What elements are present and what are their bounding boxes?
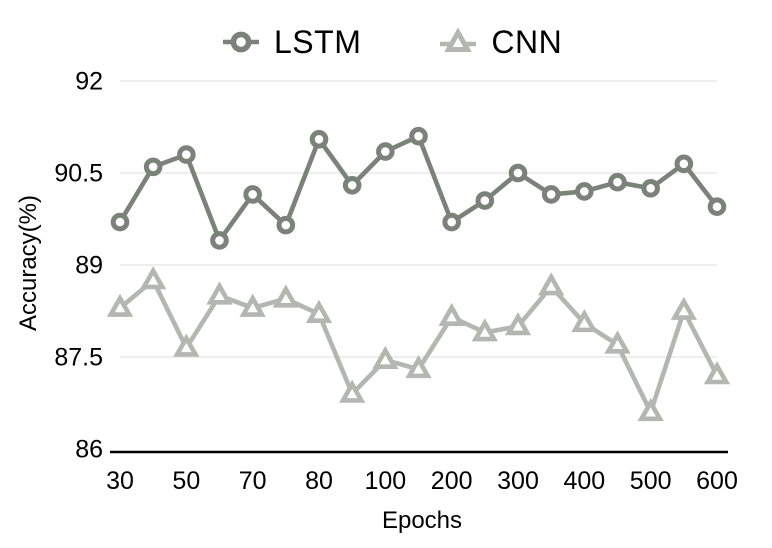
data-point-triangle — [339, 379, 366, 403]
lstm-circle-marker-icon — [223, 31, 259, 53]
data-point-circle — [608, 172, 627, 192]
cnn-triangle-marker-icon — [440, 27, 477, 52]
data-point-circle — [541, 185, 561, 204]
data-point-triangle — [206, 281, 233, 305]
data-point-triangle — [538, 272, 565, 296]
data-point-triangle — [106, 293, 134, 317]
data-point-circle — [210, 231, 229, 250]
data-point-triangle — [173, 333, 200, 357]
data-point-triangle — [471, 318, 498, 342]
data-point-circle — [143, 157, 163, 177]
data-point-triangle — [604, 330, 631, 354]
data-point-triangle — [637, 397, 664, 422]
y-tick-label: 86 — [75, 436, 103, 464]
data-point-circle — [276, 215, 296, 235]
x-tick-label: 30 — [106, 467, 134, 495]
y-tick-label: 89 — [75, 252, 103, 280]
data-point-circle — [508, 163, 528, 183]
legend-label-cnn: CNN — [491, 24, 563, 60]
data-point-circle — [475, 191, 495, 210]
data-point-circle — [442, 212, 461, 232]
data-point-triangle — [571, 309, 598, 333]
data-point-circle — [110, 212, 130, 232]
legend-item-lstm: LSTM — [222, 22, 361, 62]
data-point-circle — [342, 175, 362, 195]
data-point-circle — [674, 154, 694, 174]
data-point-circle — [641, 179, 660, 198]
series-line-lstm — [117, 133, 720, 243]
data-point-triangle — [438, 302, 465, 327]
x-axis-title: Epochs — [381, 507, 463, 534]
data-point-circle — [409, 126, 428, 146]
x-tick-label: 500 — [630, 467, 672, 495]
y-tick-label: 87.5 — [54, 344, 103, 372]
y-tick-label: 90.5 — [54, 160, 103, 188]
x-tick-label: 200 — [431, 467, 473, 495]
x-tick-label: 50 — [172, 467, 200, 495]
x-tick-label: 300 — [497, 467, 539, 495]
data-point-triangle — [703, 361, 731, 385]
data-point-circle — [177, 145, 196, 164]
data-point-triangle — [504, 312, 532, 336]
data-point-circle — [707, 197, 727, 217]
data-point-triangle — [272, 284, 299, 308]
data-point-triangle — [140, 266, 167, 290]
y-axis-title: Accuracy(%) — [15, 194, 42, 332]
data-point-circle — [376, 142, 395, 161]
data-point-circle — [309, 129, 329, 149]
x-tick-label: 400 — [563, 467, 605, 495]
data-point-triangle — [670, 296, 697, 320]
data-point-triangle — [305, 299, 333, 323]
data-point-triangle — [372, 345, 399, 369]
x-tick-label: 70 — [239, 467, 267, 495]
y-tick-label: 92 — [75, 68, 103, 96]
legend-item-cnn: CNN — [439, 22, 562, 62]
data-point-circle — [243, 185, 262, 204]
legend-label-lstm: LSTM — [274, 24, 362, 60]
legend: LSTM CNN — [222, 22, 562, 62]
data-point-triangle — [405, 355, 432, 379]
x-tick-label: 100 — [364, 467, 406, 495]
x-tick-label: 600 — [696, 467, 738, 495]
data-point-circle — [575, 182, 594, 201]
x-tick-label: 80 — [305, 467, 333, 495]
data-point-triangle — [239, 293, 266, 317]
